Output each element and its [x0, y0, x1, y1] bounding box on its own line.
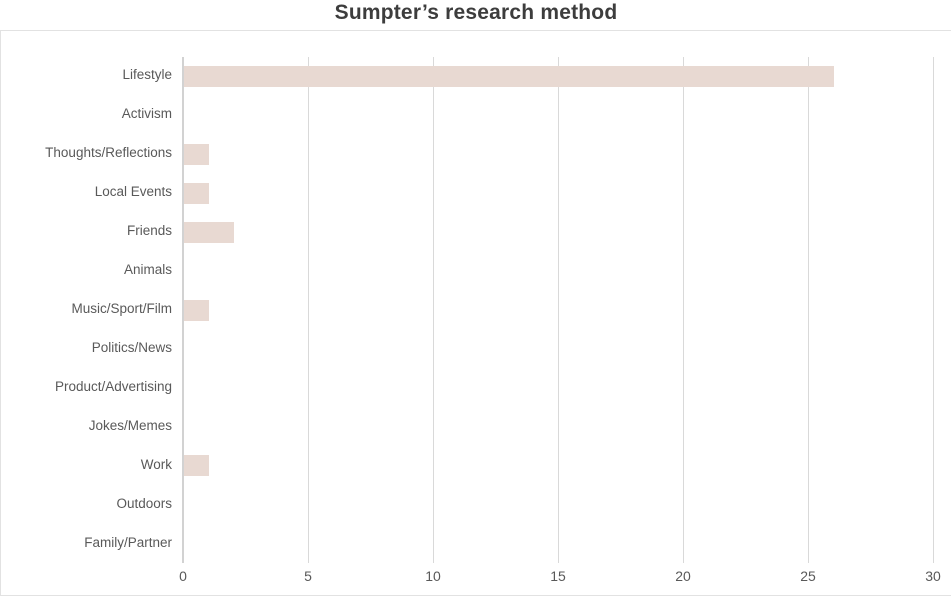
bar	[184, 182, 209, 204]
bar	[184, 455, 209, 477]
category-label: Activism	[121, 106, 172, 122]
category-label: Product/Advertising	[54, 378, 172, 394]
gridline	[433, 57, 434, 563]
category-label: Animals	[123, 262, 172, 278]
gridline	[308, 57, 309, 563]
plot-area	[182, 57, 934, 563]
gridline	[808, 57, 809, 563]
gridline	[683, 57, 684, 563]
category-label: Jokes/Memes	[88, 417, 172, 433]
x-tick-label: 0	[179, 568, 187, 584]
chart-frame	[0, 30, 951, 596]
category-label: Friends	[126, 223, 172, 239]
category-label: Family/Partner	[84, 534, 172, 550]
category-label: Thoughts/Reflections	[45, 145, 172, 161]
bar	[184, 221, 234, 243]
x-tick-label: 10	[425, 568, 441, 584]
bar	[184, 143, 209, 165]
category-label: Politics/News	[91, 339, 172, 355]
x-tick-label: 15	[550, 568, 566, 584]
bar	[184, 65, 834, 87]
category-label: Outdoors	[116, 495, 172, 511]
x-tick-label: 5	[304, 568, 312, 584]
y-axis-line	[182, 57, 184, 563]
category-label: Work	[140, 456, 172, 472]
x-tick-label: 25	[800, 568, 816, 584]
category-label: Local Events	[94, 184, 172, 200]
category-label: Lifestyle	[122, 67, 172, 83]
bar	[184, 299, 209, 321]
category-label: Music/Sport/Film	[71, 301, 172, 316]
x-tick-label: 20	[675, 568, 691, 584]
gridline	[558, 57, 559, 563]
x-tick-label: 30	[925, 568, 941, 584]
gridline	[933, 57, 934, 563]
chart-title: Sumpter’s research method	[334, 1, 618, 24]
